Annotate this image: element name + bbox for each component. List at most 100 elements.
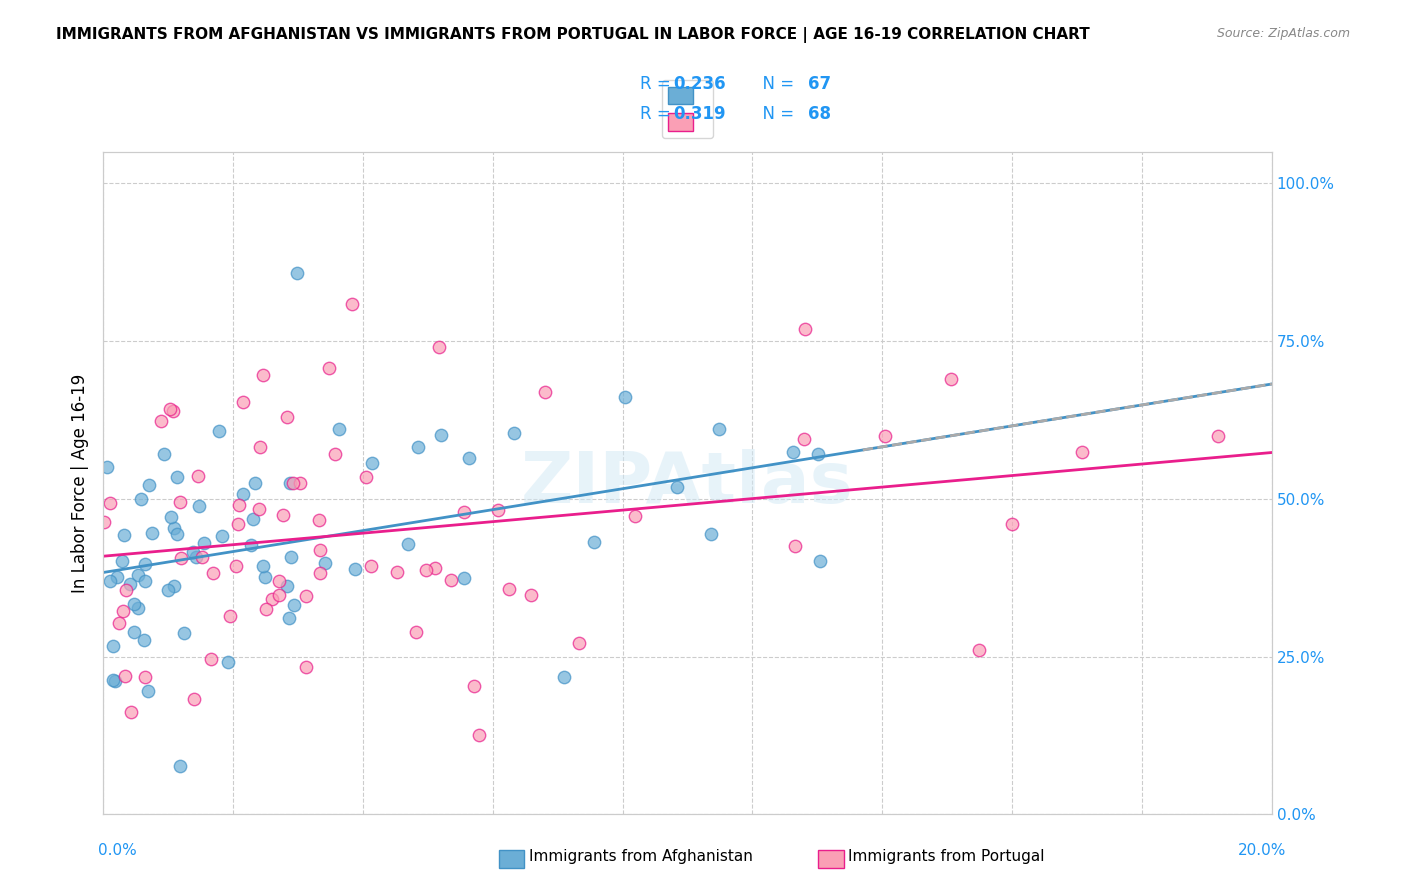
Point <box>406 440 429 454</box>
Point <box>340 297 363 311</box>
Point <box>105 570 128 584</box>
Point <box>252 559 274 574</box>
Point <box>104 673 127 688</box>
Point <box>232 487 254 501</box>
Text: ZIPAtlas: ZIPAtlas <box>522 449 853 517</box>
Point <box>225 558 247 573</box>
Point <box>122 598 145 612</box>
Point <box>253 570 276 584</box>
Text: IMMIGRANTS FROM AFGHANISTAN VS IMMIGRANTS FROM PORTUGAL IN LABOR FORCE | AGE 16-: IMMIGRANTS FROM AFGHANISTAN VS IMMIGRANT… <box>56 27 1090 43</box>
Point <box>568 635 591 649</box>
Point <box>269 588 291 602</box>
Point <box>112 527 135 541</box>
Point <box>534 384 557 399</box>
Point <box>120 705 142 719</box>
Legend: , : , <box>662 80 713 138</box>
Point <box>162 521 184 535</box>
Text: N =: N = <box>752 105 800 123</box>
Point <box>239 538 262 552</box>
Point <box>166 469 188 483</box>
Point <box>183 545 205 559</box>
Point <box>283 599 305 613</box>
Point <box>232 395 254 409</box>
Point <box>141 526 163 541</box>
Point <box>665 480 688 494</box>
Point <box>162 404 184 418</box>
Point <box>415 562 437 576</box>
Point <box>127 567 149 582</box>
Point <box>267 574 290 588</box>
Text: Immigrants from Afghanistan: Immigrants from Afghanistan <box>529 849 752 864</box>
Point <box>806 446 828 460</box>
Point <box>430 428 453 442</box>
Point <box>193 536 215 550</box>
Point <box>101 640 124 654</box>
Point <box>385 566 408 580</box>
Point <box>208 424 231 438</box>
Point <box>939 372 962 386</box>
Point <box>396 537 419 551</box>
Point <box>707 422 730 436</box>
Point <box>360 558 382 573</box>
Point <box>112 604 135 618</box>
Point <box>361 456 384 470</box>
Point <box>328 421 350 435</box>
Point <box>170 550 193 565</box>
Point <box>202 566 225 581</box>
Point <box>276 410 298 425</box>
Point <box>96 460 118 475</box>
Point <box>1206 428 1229 442</box>
Point <box>271 508 294 523</box>
Text: 0.0%: 0.0% <box>98 843 138 858</box>
Point <box>467 728 489 742</box>
Point <box>453 505 475 519</box>
Point <box>93 515 115 529</box>
Point <box>245 475 267 490</box>
Point <box>1071 445 1094 459</box>
Point <box>122 625 145 640</box>
Point <box>134 574 156 588</box>
Point <box>217 656 239 670</box>
Point <box>278 475 301 490</box>
Text: Source: ZipAtlas.com: Source: ZipAtlas.com <box>1216 27 1350 40</box>
Point <box>153 447 176 461</box>
Point <box>247 501 270 516</box>
Text: R =: R = <box>640 105 676 123</box>
Point <box>583 534 606 549</box>
Point <box>553 669 575 683</box>
Text: Immigrants from Portugal: Immigrants from Portugal <box>848 849 1045 864</box>
Point <box>457 451 479 466</box>
Point <box>343 562 366 576</box>
Point <box>613 390 636 404</box>
Point <box>156 582 179 597</box>
Point <box>427 340 450 354</box>
Point <box>118 576 141 591</box>
Point <box>100 496 122 510</box>
Point <box>115 582 138 597</box>
Point <box>624 508 647 523</box>
Point <box>98 574 121 589</box>
Point <box>354 470 377 484</box>
Point <box>314 556 336 570</box>
Point <box>793 432 815 446</box>
Text: 20.0%: 20.0% <box>1239 843 1286 858</box>
Point <box>226 516 249 531</box>
Point <box>169 494 191 508</box>
Point <box>318 361 340 376</box>
Point <box>163 579 186 593</box>
Point <box>211 529 233 543</box>
Point <box>308 513 330 527</box>
Point <box>166 526 188 541</box>
Point <box>219 608 242 623</box>
Point <box>111 554 134 568</box>
Point <box>127 601 149 615</box>
Point <box>159 401 181 416</box>
Text: 68: 68 <box>808 105 831 123</box>
Point <box>1001 516 1024 531</box>
Point <box>281 476 304 491</box>
Point <box>200 652 222 666</box>
Point <box>228 498 250 512</box>
Point <box>308 566 330 581</box>
Point <box>242 512 264 526</box>
Point <box>498 582 520 597</box>
